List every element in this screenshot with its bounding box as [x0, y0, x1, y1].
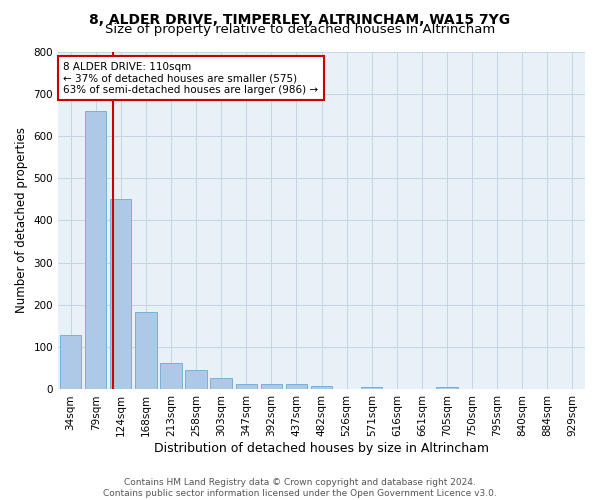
Bar — [60, 336, 81, 390]
Bar — [436, 386, 458, 390]
Bar — [361, 387, 382, 390]
Text: Size of property relative to detached houses in Altrincham: Size of property relative to detached ho… — [105, 22, 495, 36]
Bar — [311, 386, 332, 390]
Bar — [185, 370, 207, 390]
Bar — [236, 384, 257, 390]
Bar — [286, 384, 307, 390]
Bar — [260, 384, 282, 390]
Bar — [110, 198, 131, 390]
Text: Contains HM Land Registry data © Crown copyright and database right 2024.
Contai: Contains HM Land Registry data © Crown c… — [103, 478, 497, 498]
Text: 8, ALDER DRIVE, TIMPERLEY, ALTRINCHAM, WA15 7YG: 8, ALDER DRIVE, TIMPERLEY, ALTRINCHAM, W… — [89, 12, 511, 26]
Bar — [135, 312, 157, 390]
X-axis label: Distribution of detached houses by size in Altrincham: Distribution of detached houses by size … — [154, 442, 489, 455]
Y-axis label: Number of detached properties: Number of detached properties — [15, 128, 28, 314]
Bar — [160, 364, 182, 390]
Text: 8 ALDER DRIVE: 110sqm
← 37% of detached houses are smaller (575)
63% of semi-det: 8 ALDER DRIVE: 110sqm ← 37% of detached … — [64, 62, 319, 95]
Bar — [211, 378, 232, 390]
Bar — [85, 110, 106, 390]
